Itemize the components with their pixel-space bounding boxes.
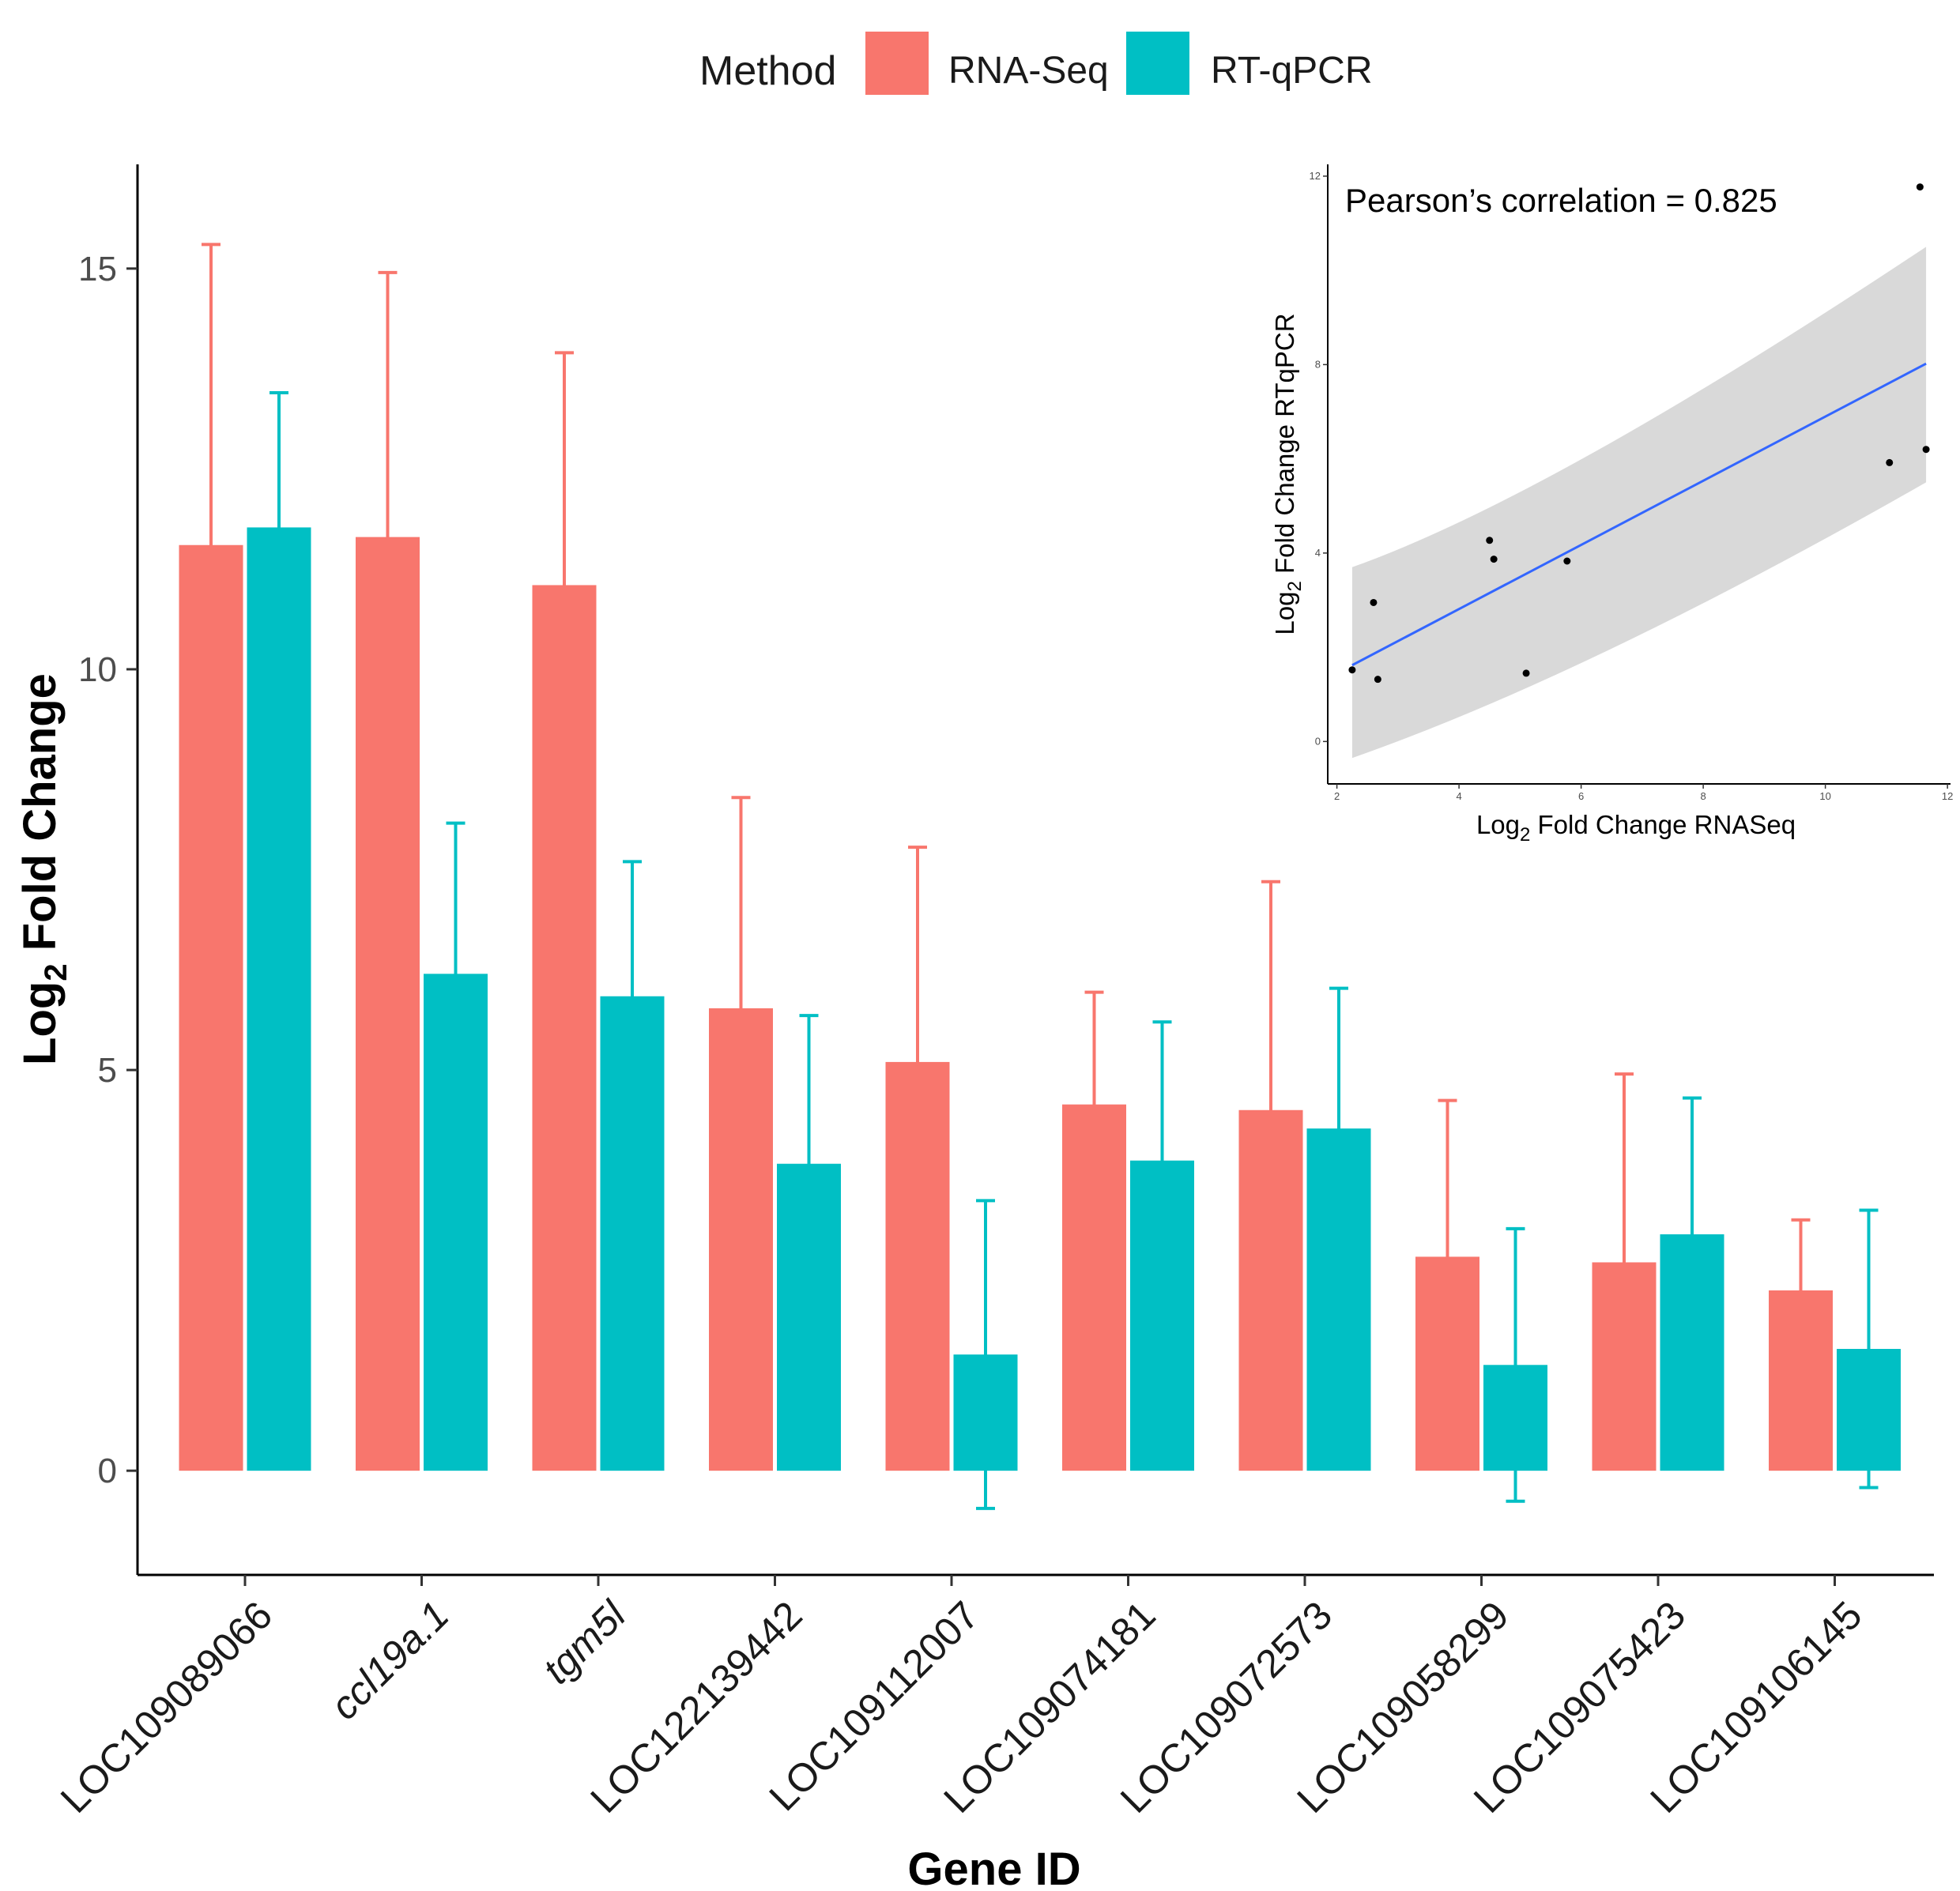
scatter-point bbox=[1490, 556, 1498, 563]
inset-x-tick-label: 8 bbox=[1701, 790, 1706, 802]
bar-rt-qpcr bbox=[1837, 1348, 1901, 1471]
bar-rna-seq bbox=[1769, 1290, 1833, 1471]
scatter-point bbox=[1370, 598, 1378, 606]
y-tick-label: 15 bbox=[78, 250, 117, 288]
bars bbox=[179, 527, 1901, 1471]
y-ticks: 0 5 10 15 bbox=[78, 250, 138, 1490]
x-axis-title: Gene ID bbox=[907, 1844, 1080, 1891]
y-axis-title: Log2 Fold Change bbox=[14, 673, 74, 1065]
inset-x-tick-label: 12 bbox=[1942, 790, 1953, 802]
bar-rna-seq bbox=[532, 585, 597, 1471]
legend-title: Method bbox=[699, 48, 836, 94]
inset-ticks: 2 4 6 8 10 12 0 4 8 12 bbox=[1310, 170, 1954, 802]
bar-rt-qpcr bbox=[953, 1354, 1018, 1471]
scatter-point bbox=[1486, 537, 1494, 544]
scatter-point bbox=[1374, 676, 1381, 684]
y-tick-label: 5 bbox=[98, 1051, 117, 1090]
bar-rna-seq bbox=[885, 1061, 950, 1471]
bar-rt-qpcr bbox=[1306, 1128, 1371, 1471]
legend: Method RNA-Seq RT-qPCR bbox=[699, 32, 1373, 95]
inset-y-tick-label: 4 bbox=[1315, 547, 1321, 559]
legend-label-rna-seq: RNA-Seq bbox=[948, 50, 1109, 92]
inset-x-tick-label: 6 bbox=[1578, 790, 1584, 802]
y-tick-label: 0 bbox=[98, 1452, 117, 1490]
scatter-point bbox=[1522, 669, 1530, 677]
bar-rt-qpcr bbox=[600, 996, 665, 1471]
correlation-annotation: Pearson’s correlation = 0.825 bbox=[1345, 182, 1777, 219]
inset-x-axis-title: Log2 Fold Change RNASeq bbox=[1476, 810, 1796, 846]
legend-swatch-rt-qpcr bbox=[1126, 32, 1189, 95]
bar-rna-seq bbox=[356, 537, 420, 1471]
inset-y-axis-title: Log2 Fold Change RTqPCR bbox=[1270, 313, 1306, 635]
bar-rna-seq bbox=[1415, 1256, 1479, 1471]
inset-y-tick-label: 0 bbox=[1315, 735, 1321, 747]
scatter-point bbox=[1916, 183, 1924, 191]
inset-y-tick-label: 8 bbox=[1315, 358, 1321, 370]
bar-rt-qpcr bbox=[1483, 1365, 1547, 1471]
bar-rt-qpcr bbox=[1130, 1160, 1194, 1471]
bar-rt-qpcr bbox=[424, 974, 488, 1471]
bar-rna-seq bbox=[1238, 1109, 1303, 1471]
scatter-point bbox=[1886, 458, 1894, 466]
inset-y-tick-label: 12 bbox=[1310, 170, 1321, 182]
bar-rt-qpcr bbox=[777, 1163, 841, 1471]
confidence-band bbox=[1351, 247, 1927, 759]
bar-rna-seq bbox=[1592, 1262, 1657, 1471]
bar-rna-seq bbox=[179, 544, 243, 1471]
bar-rt-qpcr bbox=[1660, 1234, 1724, 1471]
scatter-point bbox=[1922, 446, 1930, 454]
inset-x-tick-label: 10 bbox=[1819, 790, 1830, 802]
inset-x-tick-label: 2 bbox=[1334, 790, 1340, 802]
bar-rt-qpcr bbox=[247, 527, 311, 1471]
bar-rna-seq bbox=[1062, 1104, 1126, 1471]
inset-points bbox=[1348, 183, 1930, 684]
y-tick-label: 10 bbox=[78, 650, 117, 689]
bar-rna-seq bbox=[709, 1008, 773, 1471]
inset-scatter: 2 4 6 8 10 12 0 4 8 12 Pearson’s correlation = 0.… bbox=[1270, 164, 1953, 846]
legend-label-rt-qpcr: RT-qPCR bbox=[1211, 50, 1373, 92]
scatter-point bbox=[1563, 557, 1571, 565]
legend-swatch-rna-seq bbox=[865, 32, 929, 95]
scatter-point bbox=[1348, 666, 1356, 674]
inset-x-tick-label: 4 bbox=[1456, 790, 1461, 802]
regression-line bbox=[1351, 362, 1927, 667]
